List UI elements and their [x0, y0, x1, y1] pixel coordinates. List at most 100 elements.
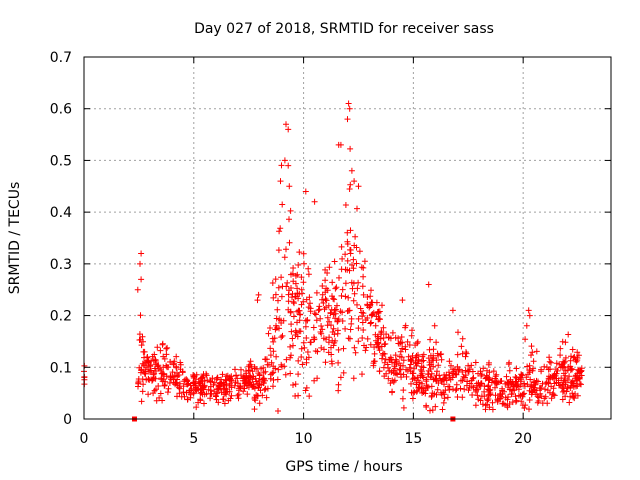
data-point	[350, 297, 357, 304]
data-points	[81, 100, 585, 422]
data-point	[399, 395, 406, 402]
data-point	[304, 317, 311, 323]
data-point	[475, 370, 481, 377]
data-point	[288, 328, 295, 335]
data-point	[264, 385, 271, 392]
data-point	[485, 383, 491, 390]
data-point	[439, 406, 446, 413]
data-point	[331, 258, 338, 265]
chart-title: Day 027 of 2018, SRMTID for receiver sas…	[194, 21, 494, 37]
data-point	[325, 339, 332, 346]
data-point	[525, 371, 531, 378]
data-point	[151, 351, 158, 358]
data-point	[531, 381, 538, 388]
data-point	[413, 379, 420, 386]
data-point	[311, 198, 318, 205]
data-point	[312, 311, 319, 318]
data-point	[154, 344, 161, 351]
data-point	[274, 306, 281, 313]
data-point	[459, 335, 466, 342]
data-point	[539, 400, 546, 407]
data-point	[249, 368, 256, 375]
data-point	[354, 205, 360, 212]
data-point	[410, 375, 417, 382]
data-point	[546, 354, 553, 361]
data-point	[569, 390, 576, 397]
data-point	[234, 375, 241, 382]
data-point	[395, 335, 402, 342]
data-point	[231, 382, 238, 389]
data-point	[312, 348, 319, 354]
data-point	[213, 390, 220, 397]
data-point	[326, 264, 333, 271]
data-point	[319, 296, 325, 303]
data-point	[290, 342, 296, 349]
data-point	[378, 329, 385, 336]
data-point	[139, 388, 146, 395]
data-point	[362, 347, 369, 354]
data-point	[358, 309, 365, 316]
data-point	[323, 304, 329, 311]
data-point	[161, 382, 168, 389]
data-point	[397, 371, 404, 377]
data-point	[249, 384, 256, 390]
data-point	[419, 353, 426, 360]
y-tick-label: 0.2	[50, 309, 72, 325]
data-point	[568, 365, 575, 372]
data-point	[275, 247, 282, 254]
data-point	[387, 380, 394, 387]
data-point	[344, 257, 351, 264]
data-point	[481, 388, 488, 395]
data-point	[533, 348, 540, 355]
data-point	[376, 368, 383, 375]
data-point	[163, 345, 170, 352]
data-point	[329, 293, 335, 300]
data-point	[449, 374, 456, 381]
data-point	[392, 356, 399, 363]
data-point	[271, 335, 278, 342]
data-point	[289, 335, 296, 342]
data-point	[435, 362, 442, 369]
data-point	[278, 293, 285, 300]
data-point	[404, 338, 411, 345]
data-point	[446, 358, 453, 365]
data-point	[392, 370, 399, 377]
data-point	[398, 354, 405, 361]
data-point	[506, 359, 513, 366]
x-axis-label: GPS time / hours	[285, 459, 402, 475]
data-point	[542, 386, 548, 393]
data-point	[537, 390, 544, 397]
data-point	[448, 362, 454, 369]
data-point	[318, 344, 325, 351]
data-point	[492, 384, 498, 391]
data-point	[518, 371, 525, 378]
data-point	[210, 381, 217, 388]
data-point	[441, 381, 447, 388]
data-point	[440, 399, 447, 406]
data-point	[301, 260, 307, 267]
data-point	[371, 358, 378, 365]
data-point	[461, 374, 468, 381]
data-point	[286, 216, 292, 223]
data-point	[367, 320, 374, 327]
data-point	[318, 330, 325, 337]
data-point	[528, 391, 535, 398]
data-point	[157, 390, 164, 397]
data-point	[346, 186, 353, 192]
data-point	[302, 323, 309, 330]
data-point	[285, 162, 292, 169]
data-point	[347, 250, 354, 257]
data-point	[484, 396, 491, 403]
data-point	[179, 369, 186, 376]
data-point	[235, 395, 242, 402]
data-point	[485, 391, 492, 398]
data-point	[402, 346, 409, 353]
data-point	[340, 345, 347, 352]
x-tick-label: 20	[514, 431, 532, 447]
data-point	[195, 399, 202, 406]
data-point	[374, 309, 381, 315]
data-point	[260, 375, 267, 382]
data-point	[459, 350, 466, 357]
data-point	[354, 301, 360, 308]
data-point	[332, 285, 339, 292]
